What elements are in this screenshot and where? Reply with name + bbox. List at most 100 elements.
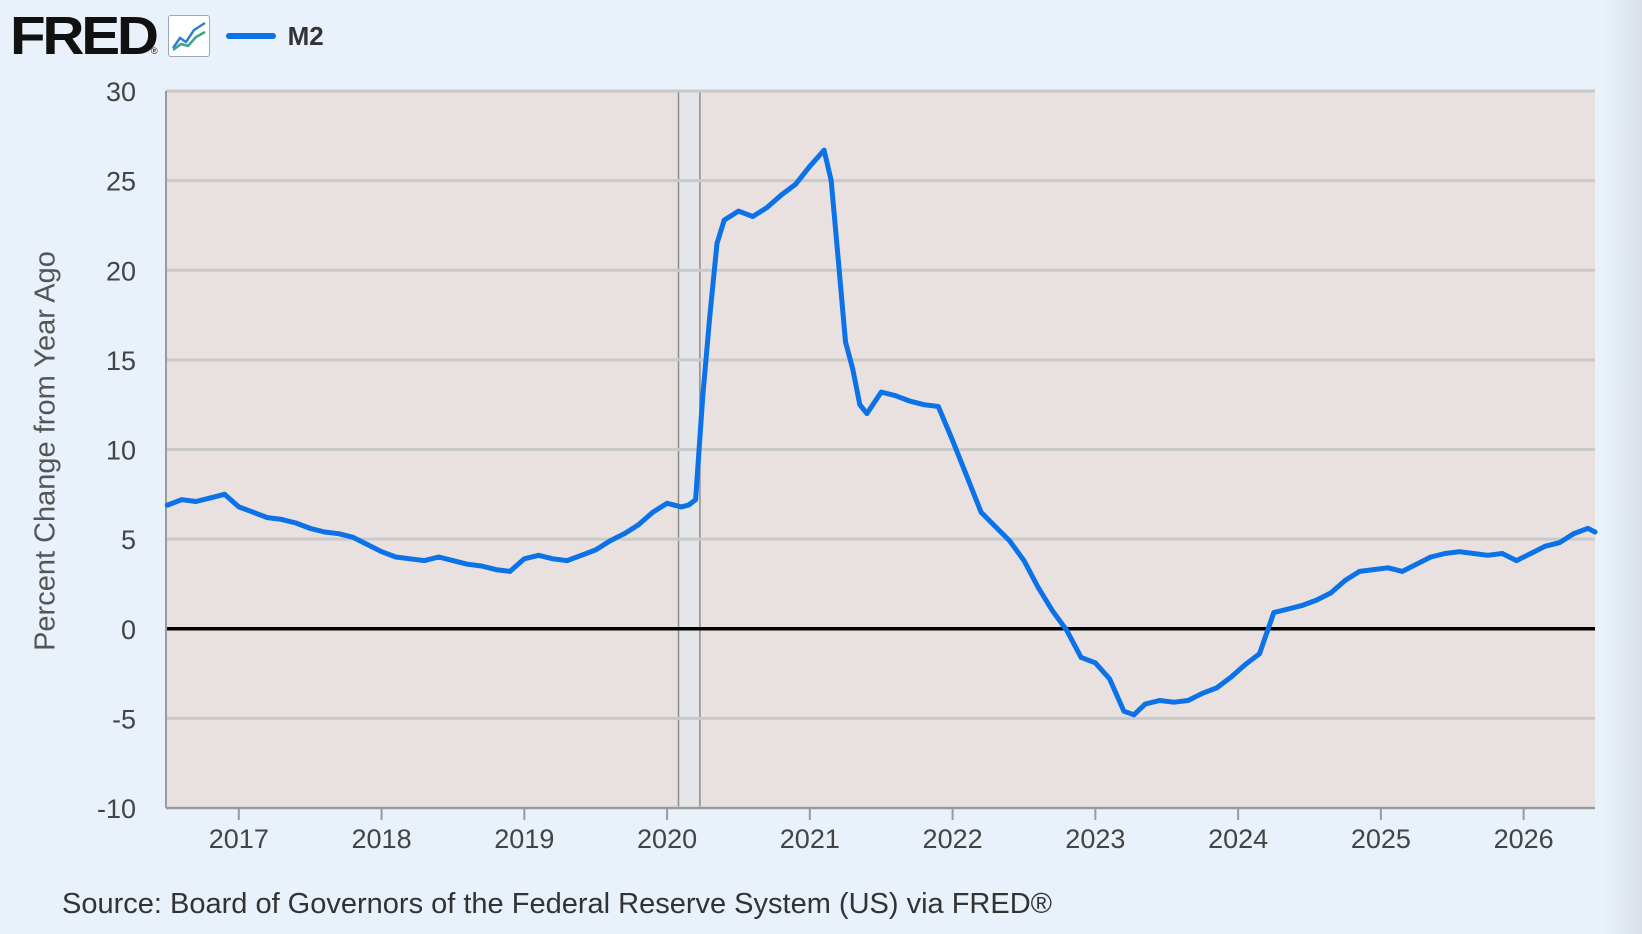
data-point [193,499,199,504]
data-point [978,509,984,515]
data-point [1471,551,1477,556]
data-point [835,258,841,264]
y-tick-label: -10 [97,794,136,824]
data-point [1107,676,1113,682]
data-point [750,214,756,219]
data-point [279,517,285,522]
data-point [1499,551,1505,556]
data-point [1092,660,1098,666]
data-point [1414,561,1419,567]
data-point [421,558,427,564]
data-point [1514,558,1519,564]
data-point [1035,585,1041,590]
x-tick-label: 2021 [780,824,840,854]
data-point [828,178,834,184]
data-point [1428,554,1434,560]
data-point [407,556,413,562]
data-point [1228,674,1234,680]
data-point [721,217,727,223]
x-tick-label: 2018 [352,824,412,854]
data-point [764,205,770,210]
fred-logo-registered-mark: ® [151,46,158,56]
data-point [1157,698,1162,703]
source-note: Source: Board of Governors of the Federa… [62,888,1053,920]
data-point [664,500,670,506]
line-chart-icon[interactable] [167,15,210,57]
data-point [264,515,270,521]
data-point [714,240,720,246]
data-point [950,438,955,443]
fred-logo[interactable]: FRED [10,6,159,66]
data-point [236,504,242,510]
data-point [1585,525,1591,531]
x-tick-label: 2019 [494,824,554,854]
data-point [1485,552,1491,558]
data-point [593,547,599,553]
data-point [821,147,827,153]
data-point [907,398,913,404]
data-point [1050,608,1055,614]
data-point [1131,712,1137,718]
data-point [165,502,170,508]
data-point [1007,538,1013,544]
data-point [1399,568,1405,574]
data-point [1556,540,1562,546]
data-point [179,497,185,503]
data-point [993,524,998,529]
data-point [536,552,541,558]
data-point [607,538,613,544]
data-point [964,473,970,479]
data-point [379,549,384,555]
data-point [1314,597,1320,603]
data-point [1528,551,1534,556]
data-point [1342,577,1348,583]
data-point [1299,603,1305,608]
x-tick-label: 2020 [637,824,697,854]
data-point [1214,685,1220,691]
data-point [707,312,713,318]
legend: M2 [225,20,324,52]
x-tick-label: 2023 [1065,824,1125,854]
x-tick-label: 2022 [923,824,983,854]
data-point [1185,698,1191,703]
data-point [393,554,399,560]
data-point [693,497,699,503]
header: FRED ® M2 [10,6,324,66]
data-point [507,568,513,574]
data-point [793,181,798,187]
data-point [493,567,499,572]
data-point [736,208,741,214]
right-edge-shadow [1602,0,1642,934]
y-tick-label: 25 [106,167,136,197]
data-point [521,556,527,562]
data-point [1200,690,1205,696]
data-point [1242,662,1248,667]
y-tick-label: 20 [106,256,136,286]
data-point [1442,551,1448,556]
data-point [921,402,927,408]
y-axis-label: Percent Change from Year Ago [29,251,62,651]
data-point [636,522,641,528]
data-point [450,558,456,564]
x-tick-label: 2017 [209,824,269,854]
data-point [336,531,342,537]
data-point [222,491,227,497]
data-point [678,504,684,510]
data-point [1121,708,1127,714]
data-point [322,529,327,535]
data-point [293,520,299,526]
legend-swatch [225,33,276,39]
data-point [464,561,470,567]
data-point [1285,606,1291,612]
data-point [1456,549,1462,555]
legend-label: M2 [287,20,324,51]
data-point [1328,590,1334,596]
data-point [864,411,870,417]
data-point [1171,699,1177,705]
data-point [1357,568,1362,574]
data-point [364,542,370,547]
data-point [579,552,584,558]
data-point [1142,701,1148,707]
data-point [1271,610,1277,616]
y-tick-label: 15 [106,346,136,376]
